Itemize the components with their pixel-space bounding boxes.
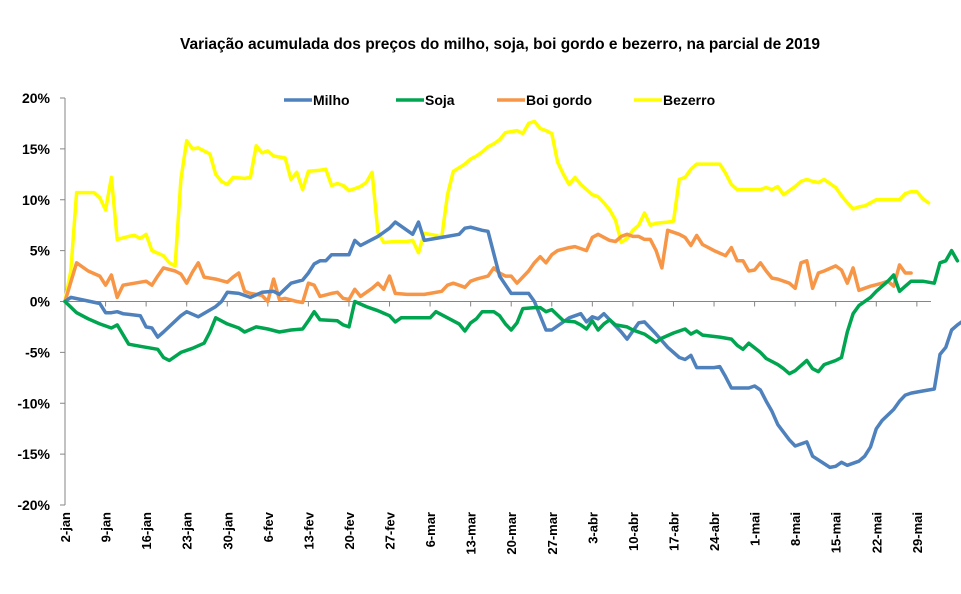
x-tick-label: 10-abr	[626, 512, 641, 551]
x-tick-label: 15-mai	[829, 512, 844, 553]
x-tick-label: 20-fev	[342, 511, 357, 549]
x-tick-label: 23-jan	[180, 512, 195, 550]
x-tick-label: 30-jan	[220, 512, 235, 550]
x-tick-label: 8-mai	[788, 512, 803, 546]
chart-title: Variação acumulada dos preços do milho, …	[180, 36, 820, 53]
x-tick-label: 24-abr	[707, 512, 722, 551]
x-tick-label: 20-mar	[504, 512, 519, 555]
x-tick-label: 6-fev	[261, 511, 276, 542]
y-tick-label: 10%	[22, 192, 51, 208]
x-tick-label: 3-abr	[585, 512, 600, 544]
legend-label: Milho	[313, 92, 350, 108]
series-line-boi-gordo	[63, 228, 913, 305]
x-tick-label: 17-abr	[666, 512, 681, 551]
x-tick-label: 2-jan	[58, 512, 73, 542]
x-tick-label: 13-fev	[301, 511, 316, 549]
y-tick-label: -10%	[17, 395, 50, 411]
legend-item: Bezerro	[634, 92, 715, 108]
y-tick-label: 5%	[30, 243, 51, 259]
series-line-soja	[63, 248, 960, 376]
y-tick-label: -5%	[25, 344, 50, 360]
x-tick-label: 22-mai	[869, 512, 884, 553]
y-tick-label: 0%	[30, 294, 51, 310]
x-axis: 2-jan 9-jan 16-jan 23-jan 30-jan 6-fev 13-fev 2…	[58, 301, 931, 555]
x-tick-label: 16-jan	[139, 512, 154, 550]
x-tick-label: 27-fev	[383, 511, 398, 549]
y-tick-label: -15%	[17, 446, 50, 462]
legend-item: Milho	[284, 92, 350, 108]
y-tick-label: 15%	[22, 141, 51, 157]
x-tick-label: 27-mar	[545, 512, 560, 555]
legend-item: Boi gordo	[497, 92, 592, 108]
series-line-bezerro	[63, 119, 931, 304]
x-tick-label: 13-mar	[464, 512, 479, 555]
legend: Milho Soja Boi gordo Bezerro	[284, 92, 715, 108]
series-layer	[63, 119, 961, 470]
series-line-milho	[63, 220, 961, 470]
legend-label: Boi gordo	[526, 92, 592, 108]
x-tick-label: 6-mar	[423, 512, 438, 547]
y-tick-label: -20%	[17, 497, 50, 513]
legend-label: Soja	[425, 92, 455, 108]
x-tick-label: 29-mai	[910, 512, 925, 553]
y-tick-label: 20%	[22, 90, 51, 106]
legend-label: Bezerro	[663, 92, 715, 108]
y-axis: 20% 15% 10% 5% 0% -5% -10% -15% -20%	[17, 90, 66, 513]
x-tick-label: 9-jan	[99, 512, 114, 542]
x-tick-label: 1-mai	[748, 512, 763, 546]
legend-item: Soja	[396, 92, 455, 108]
